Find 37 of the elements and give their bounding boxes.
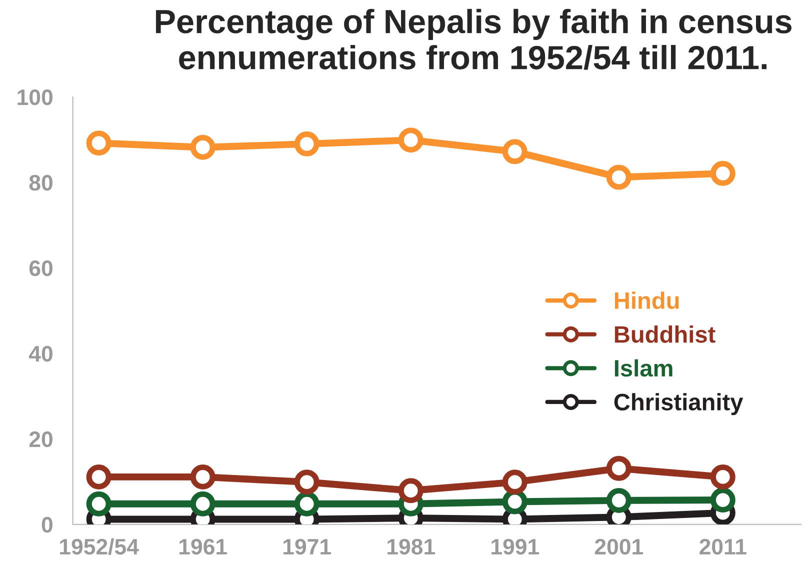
point xyxy=(86,464,112,490)
x-tick-label: 2011 xyxy=(700,538,746,555)
x-tick-label: 1991 xyxy=(492,538,539,555)
y-tick-label: 0 xyxy=(42,516,52,533)
point xyxy=(398,128,424,153)
y-tick-label: 20 xyxy=(29,431,52,448)
legend-label: Buddhist xyxy=(614,325,716,343)
point xyxy=(710,160,736,186)
point xyxy=(398,478,424,504)
legend-label: Hindu xyxy=(614,292,679,310)
x-tick-label: 2001 xyxy=(594,538,643,555)
legend-label: Islam xyxy=(614,359,672,377)
y-tick-label: 80 xyxy=(29,174,52,191)
point xyxy=(606,164,632,190)
point xyxy=(294,470,320,495)
x-tick-label: 1952/54 xyxy=(60,538,139,555)
legend-label: Christianity xyxy=(614,393,744,416)
point xyxy=(502,470,528,495)
y-tick-label: 40 xyxy=(28,346,52,362)
point xyxy=(502,139,528,164)
point xyxy=(710,488,736,513)
point xyxy=(86,491,112,516)
y-tick-label: 100 xyxy=(18,89,52,106)
point xyxy=(606,488,632,513)
point xyxy=(294,131,320,156)
point xyxy=(190,134,216,160)
point xyxy=(294,491,320,516)
point xyxy=(710,464,736,490)
point xyxy=(190,464,216,490)
chart-title: Percentage of Nepalis by faith in census ennumerations from 1952/54 till 2011. xyxy=(156,8,792,70)
x-tick-label: 1961 xyxy=(180,538,227,555)
point xyxy=(190,491,216,516)
y-tick-label: 60 xyxy=(29,260,52,276)
x-tick-label: 1981 xyxy=(388,538,435,555)
point xyxy=(86,130,112,156)
x-tick-label: 1971 xyxy=(284,538,331,555)
point xyxy=(606,456,632,481)
